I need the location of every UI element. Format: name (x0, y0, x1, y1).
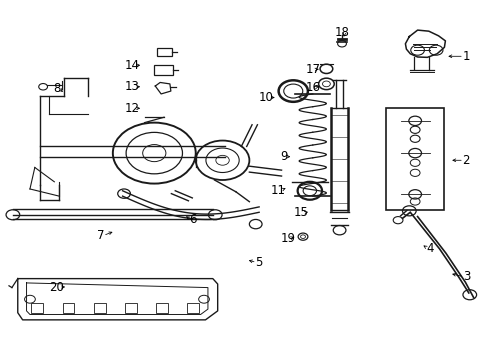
Bar (156, 303, 167, 313)
Text: 5: 5 (255, 256, 262, 269)
Bar (62, 303, 74, 313)
Text: 6: 6 (189, 213, 197, 226)
Text: 12: 12 (124, 102, 140, 115)
Text: 8: 8 (53, 82, 61, 95)
Text: 16: 16 (305, 81, 320, 94)
Bar (187, 303, 199, 313)
Text: 7: 7 (97, 229, 104, 242)
Text: 15: 15 (293, 207, 308, 220)
Bar (385, 108, 444, 211)
Text: 1: 1 (462, 50, 469, 63)
Text: 9: 9 (279, 150, 286, 163)
Bar (154, 65, 172, 75)
Text: 20: 20 (49, 281, 64, 294)
Text: 10: 10 (259, 91, 273, 104)
Bar (125, 303, 137, 313)
Text: 13: 13 (124, 80, 140, 93)
Bar (31, 303, 43, 313)
Text: 2: 2 (462, 154, 469, 167)
Text: 14: 14 (124, 59, 140, 72)
Bar (157, 48, 172, 55)
Text: 3: 3 (462, 270, 469, 283)
Text: 17: 17 (305, 63, 320, 76)
Text: 18: 18 (334, 27, 349, 40)
Text: 11: 11 (270, 184, 285, 197)
Text: 19: 19 (280, 231, 295, 244)
Bar (94, 303, 105, 313)
Text: 4: 4 (425, 242, 433, 255)
